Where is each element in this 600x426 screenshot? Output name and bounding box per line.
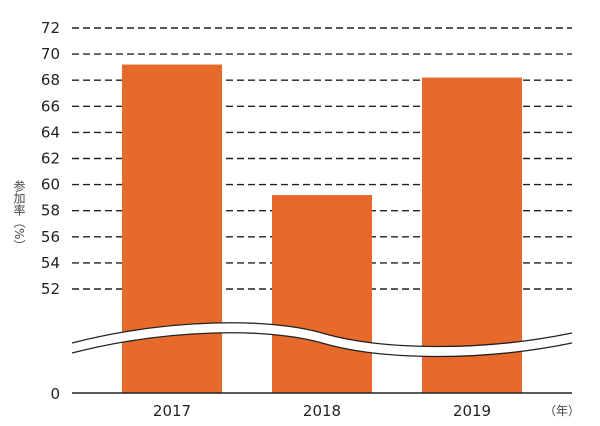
axis-break-band <box>72 322 572 357</box>
x-tick-label: 2017 <box>153 402 191 420</box>
axis-break-line-lower <box>71 332 573 358</box>
y-tick-label: 60 <box>41 176 60 194</box>
y-tick-label: 70 <box>41 45 60 63</box>
y-tick-label: 64 <box>41 123 60 141</box>
axis-break <box>71 322 573 358</box>
axis-break-line-upper <box>71 322 573 348</box>
y-tick-labels: 72 70 68 66 64 62 60 58 56 54 52 <box>41 19 60 298</box>
y-tick-label: 58 <box>41 202 60 220</box>
bar-2019 <box>422 77 522 393</box>
y-axis-label: 参加率（%） <box>12 179 26 252</box>
bar-2018 <box>272 195 372 393</box>
baseline-zero-label: 0 <box>50 385 60 403</box>
y-tick-label: 72 <box>41 19 60 37</box>
y-tick-label: 66 <box>41 97 60 115</box>
x-tick-label: 2018 <box>303 402 341 420</box>
bar-2017 <box>122 64 222 393</box>
y-tick-label: 52 <box>41 280 60 298</box>
y-tick-label: 56 <box>41 228 60 246</box>
category-labels: 2017 2018 2019 <box>153 402 491 420</box>
x-tick-label: 2019 <box>453 402 491 420</box>
bars <box>122 64 522 393</box>
y-tick-label: 68 <box>41 71 60 89</box>
x-unit-label: （年） <box>544 404 580 418</box>
y-tick-label: 62 <box>41 150 60 168</box>
y-tick-label: 54 <box>41 254 60 272</box>
